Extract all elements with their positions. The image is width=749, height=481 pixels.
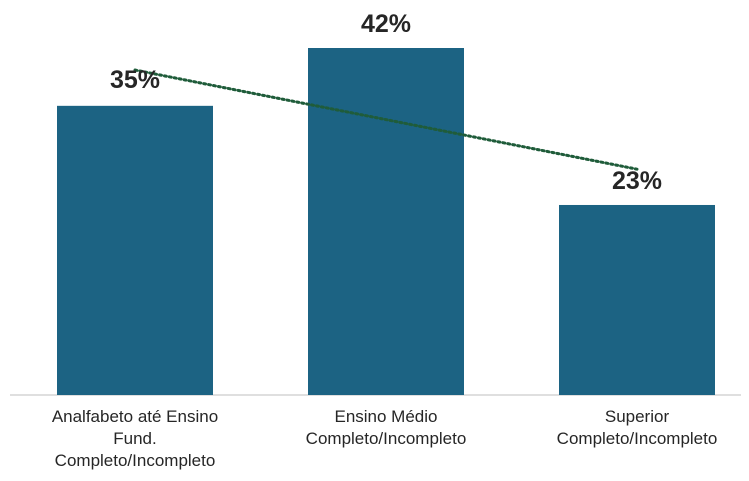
- bar-1: [308, 48, 464, 395]
- bar-2: [559, 204, 715, 395]
- category-label-line: Completo/Incompleto: [54, 451, 216, 470]
- category-label-0: Analfabeto até Ensino Fund. Completo/Incom…: [20, 406, 250, 472]
- category-label-line: Superior: [604, 407, 670, 426]
- data-label-1: 42%: [361, 10, 411, 38]
- category-label-line: Ensino Médio: [334, 407, 438, 426]
- bar-0: [57, 105, 213, 395]
- category-label-line: Fund.: [113, 429, 157, 448]
- category-label-line: Analfabeto até Ensino: [51, 407, 219, 426]
- category-label-line: Completo/Incompleto: [305, 429, 467, 448]
- category-label-1: Ensino Médio Completo/Incompleto: [271, 406, 501, 450]
- category-label-2: Superior Completo/Incompleto: [522, 406, 749, 450]
- category-label-line: Completo/Incompleto: [556, 429, 718, 448]
- trendline: [133, 68, 639, 171]
- data-label-0: 35%: [110, 66, 160, 94]
- data-label-2: 23%: [612, 167, 662, 195]
